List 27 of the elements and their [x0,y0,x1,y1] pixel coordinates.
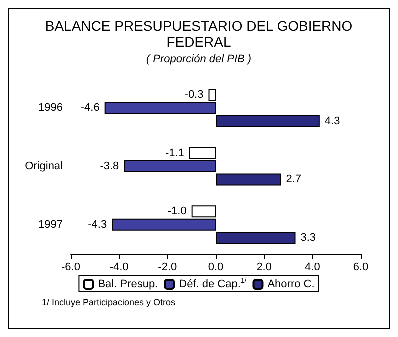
data-label: -3.8 [100,160,120,172]
x-tick-label: -6.0 [62,262,80,274]
x-tick-label: -2.0 [158,262,178,274]
chart-subtitle: ( Proporción del PIB ) [146,54,252,66]
data-label: -0.3 [184,88,204,101]
x-tick-label: 2.0 [256,262,272,274]
data-label: 4.3 [324,115,340,128]
text: 1/ Incluye Participaciones y Otros [42,298,176,308]
data-label: 2.7 [286,174,302,186]
x-tick-label: 4.0 [305,262,320,274]
y-tick-label: Original [25,160,63,172]
data-label: -1.1 [165,147,184,160]
chart-title: BALANCE PRESUPUESTARIO DEL GOBIERNO FEDERAL [45,18,353,50]
legend-label: Ahorro C. [268,278,315,290]
x-tick-label: 0.0 [208,262,224,274]
bar [216,174,282,186]
legend-label: Bal. Presup. [98,278,158,290]
x-tick-label: -4.0 [110,262,129,274]
data-label: -4.6 [80,102,100,114]
data-label: -4.3 [88,218,108,231]
y-tick-label: 1997 [38,218,63,231]
y-tick-label: 1996 [38,102,63,114]
data-label: -1.0 [168,206,187,218]
bar [216,232,296,244]
bar [216,115,320,128]
x-tick-label: 6.0 [353,262,369,274]
data-label: 3.3 [300,232,316,244]
